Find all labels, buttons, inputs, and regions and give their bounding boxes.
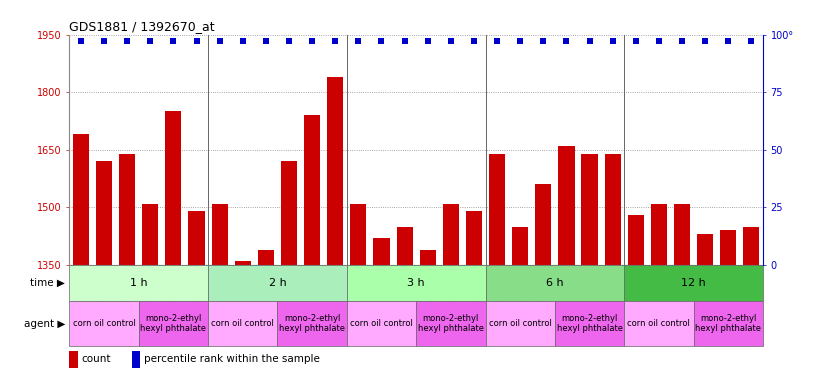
Bar bbox=[208, 301, 277, 346]
Point bbox=[144, 38, 157, 45]
Bar bbox=[347, 265, 486, 301]
Point bbox=[560, 38, 573, 45]
Text: 6 h: 6 h bbox=[546, 278, 564, 288]
Bar bbox=[69, 301, 139, 346]
Bar bbox=[281, 161, 297, 265]
Text: 3 h: 3 h bbox=[407, 278, 425, 288]
Point bbox=[213, 38, 226, 45]
Bar bbox=[188, 211, 205, 265]
Text: mono-2-ethyl
hexyl phthalate: mono-2-ethyl hexyl phthalate bbox=[140, 314, 206, 333]
Bar bbox=[605, 154, 621, 265]
Point bbox=[629, 38, 642, 45]
Bar bbox=[235, 261, 251, 265]
Point bbox=[652, 38, 665, 45]
Bar bbox=[582, 154, 597, 265]
Bar bbox=[443, 204, 459, 265]
Point bbox=[329, 38, 342, 45]
Bar bbox=[555, 301, 624, 346]
Bar bbox=[73, 134, 89, 265]
Bar bbox=[69, 351, 78, 368]
Bar bbox=[558, 146, 574, 265]
Bar bbox=[277, 301, 347, 346]
Point bbox=[352, 38, 365, 45]
Text: corn oil control: corn oil control bbox=[73, 319, 135, 328]
Bar bbox=[743, 227, 760, 265]
Bar bbox=[208, 265, 347, 301]
Bar bbox=[419, 250, 436, 265]
Text: mono-2-ethyl
hexyl phthalate: mono-2-ethyl hexyl phthalate bbox=[695, 314, 761, 333]
Point bbox=[259, 38, 273, 45]
Bar bbox=[96, 161, 112, 265]
Bar bbox=[721, 230, 736, 265]
Bar bbox=[416, 301, 486, 346]
Point bbox=[514, 38, 527, 45]
Text: corn oil control: corn oil control bbox=[489, 319, 552, 328]
Bar bbox=[624, 265, 763, 301]
Bar bbox=[327, 77, 344, 265]
Text: corn oil control: corn oil control bbox=[628, 319, 690, 328]
Bar bbox=[142, 204, 158, 265]
Text: GDS1881 / 1392670_at: GDS1881 / 1392670_at bbox=[69, 20, 215, 33]
Point bbox=[468, 38, 481, 45]
Point bbox=[698, 38, 712, 45]
Bar bbox=[304, 115, 320, 265]
Text: 2 h: 2 h bbox=[268, 278, 286, 288]
Text: agent ▶: agent ▶ bbox=[24, 318, 65, 329]
Bar bbox=[119, 154, 135, 265]
Bar bbox=[374, 238, 389, 265]
Text: 1 h: 1 h bbox=[130, 278, 148, 288]
Point bbox=[421, 38, 434, 45]
Point bbox=[305, 38, 318, 45]
Text: 12 h: 12 h bbox=[681, 278, 706, 288]
Bar bbox=[512, 227, 528, 265]
Text: mono-2-ethyl
hexyl phthalate: mono-2-ethyl hexyl phthalate bbox=[279, 314, 345, 333]
Point bbox=[537, 38, 550, 45]
Point bbox=[237, 38, 250, 45]
Bar bbox=[489, 154, 505, 265]
Point bbox=[606, 38, 619, 45]
Bar bbox=[466, 211, 482, 265]
Point bbox=[166, 38, 180, 45]
Bar bbox=[139, 301, 208, 346]
Bar bbox=[397, 227, 413, 265]
Bar bbox=[535, 184, 552, 265]
Bar bbox=[624, 301, 694, 346]
Point bbox=[745, 38, 758, 45]
Bar bbox=[350, 204, 366, 265]
Point bbox=[375, 38, 388, 45]
Bar bbox=[486, 301, 555, 346]
Bar bbox=[697, 234, 713, 265]
Bar bbox=[674, 204, 690, 265]
Point bbox=[583, 38, 596, 45]
Text: count: count bbox=[82, 354, 111, 364]
Point bbox=[721, 38, 734, 45]
Point bbox=[282, 38, 295, 45]
Text: mono-2-ethyl
hexyl phthalate: mono-2-ethyl hexyl phthalate bbox=[418, 314, 484, 333]
Bar bbox=[211, 204, 228, 265]
Bar bbox=[347, 301, 416, 346]
Bar bbox=[131, 351, 140, 368]
Point bbox=[74, 38, 87, 45]
Point bbox=[444, 38, 457, 45]
Text: mono-2-ethyl
hexyl phthalate: mono-2-ethyl hexyl phthalate bbox=[557, 314, 623, 333]
Bar bbox=[651, 204, 667, 265]
Bar bbox=[694, 301, 763, 346]
Bar bbox=[628, 215, 644, 265]
Text: percentile rank within the sample: percentile rank within the sample bbox=[144, 354, 320, 364]
Point bbox=[490, 38, 503, 45]
Text: corn oil control: corn oil control bbox=[211, 319, 274, 328]
Bar bbox=[486, 265, 624, 301]
Point bbox=[398, 38, 411, 45]
Point bbox=[98, 38, 111, 45]
Point bbox=[121, 38, 134, 45]
Text: corn oil control: corn oil control bbox=[350, 319, 413, 328]
Point bbox=[676, 38, 689, 45]
Bar bbox=[69, 265, 208, 301]
Bar bbox=[166, 111, 181, 265]
Point bbox=[190, 38, 203, 45]
Text: time ▶: time ▶ bbox=[30, 278, 65, 288]
Bar bbox=[258, 250, 274, 265]
